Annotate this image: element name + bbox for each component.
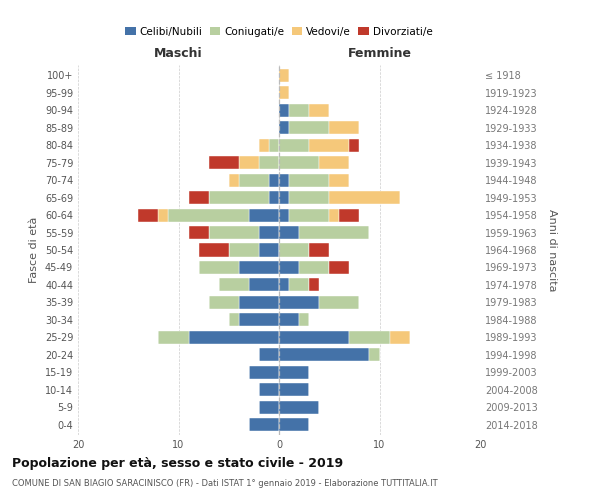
Bar [229, 314, 239, 326]
Bar [329, 261, 349, 274]
Bar [218, 278, 249, 291]
Bar [289, 122, 329, 134]
Bar [349, 330, 389, 344]
Bar [389, 330, 410, 344]
Bar [349, 138, 359, 152]
Bar [239, 261, 279, 274]
Bar [239, 174, 269, 186]
Bar [279, 226, 299, 239]
Bar [329, 191, 400, 204]
Bar [309, 244, 329, 256]
Bar [299, 314, 309, 326]
Text: COMUNE DI SAN BIAGIO SARACINISCO (FR) - Dati ISTAT 1° gennaio 2019 - Elaborazion: COMUNE DI SAN BIAGIO SARACINISCO (FR) - … [12, 479, 437, 488]
Bar [259, 383, 279, 396]
Bar [289, 191, 329, 204]
Bar [279, 418, 309, 431]
Bar [188, 226, 209, 239]
Y-axis label: Fasce di età: Fasce di età [29, 217, 39, 283]
Bar [279, 104, 289, 117]
Bar [289, 104, 309, 117]
Bar [269, 174, 279, 186]
Bar [259, 400, 279, 413]
Bar [309, 138, 349, 152]
Bar [279, 330, 349, 344]
Bar [279, 174, 289, 186]
Bar [138, 208, 158, 222]
Bar [309, 278, 319, 291]
Bar [239, 296, 279, 309]
Bar [269, 191, 279, 204]
Bar [158, 208, 169, 222]
Text: Popolazione per età, sesso e stato civile - 2019: Popolazione per età, sesso e stato civil… [12, 458, 343, 470]
Bar [279, 69, 289, 82]
Bar [289, 174, 329, 186]
Text: Femmine: Femmine [347, 47, 412, 60]
Bar [259, 244, 279, 256]
Bar [259, 348, 279, 362]
Bar [279, 278, 289, 291]
Bar [279, 314, 299, 326]
Bar [259, 226, 279, 239]
Bar [239, 156, 259, 170]
Bar [209, 191, 269, 204]
Bar [279, 366, 309, 378]
Bar [309, 104, 329, 117]
Bar [169, 208, 249, 222]
Bar [209, 226, 259, 239]
Bar [279, 383, 309, 396]
Bar [188, 191, 209, 204]
Bar [299, 261, 329, 274]
Bar [199, 244, 229, 256]
Bar [239, 314, 279, 326]
Bar [249, 366, 279, 378]
Bar [329, 122, 359, 134]
Bar [279, 208, 289, 222]
Bar [279, 156, 319, 170]
Bar [259, 156, 279, 170]
Bar [209, 156, 239, 170]
Bar [370, 348, 380, 362]
Text: Maschi: Maschi [154, 47, 203, 60]
Bar [279, 400, 319, 413]
Bar [249, 208, 279, 222]
Bar [279, 138, 309, 152]
Bar [158, 330, 188, 344]
Bar [279, 86, 289, 100]
Bar [319, 156, 349, 170]
Y-axis label: Anni di nascita: Anni di nascita [547, 209, 557, 291]
Bar [209, 296, 239, 309]
Bar [188, 330, 279, 344]
Bar [289, 208, 329, 222]
Bar [279, 191, 289, 204]
Bar [249, 418, 279, 431]
Bar [289, 278, 309, 291]
Bar [329, 208, 340, 222]
Bar [199, 261, 239, 274]
Bar [259, 138, 269, 152]
Bar [279, 261, 299, 274]
Bar [340, 208, 359, 222]
Bar [319, 296, 359, 309]
Bar [279, 296, 319, 309]
Bar [299, 226, 370, 239]
Bar [229, 244, 259, 256]
Bar [269, 138, 279, 152]
Bar [279, 348, 370, 362]
Bar [229, 174, 239, 186]
Bar [249, 278, 279, 291]
Legend: Celibi/Nubili, Coniugati/e, Vedovi/e, Divorziati/e: Celibi/Nubili, Coniugati/e, Vedovi/e, Di… [121, 22, 437, 41]
Bar [279, 122, 289, 134]
Bar [329, 174, 349, 186]
Bar [279, 244, 309, 256]
